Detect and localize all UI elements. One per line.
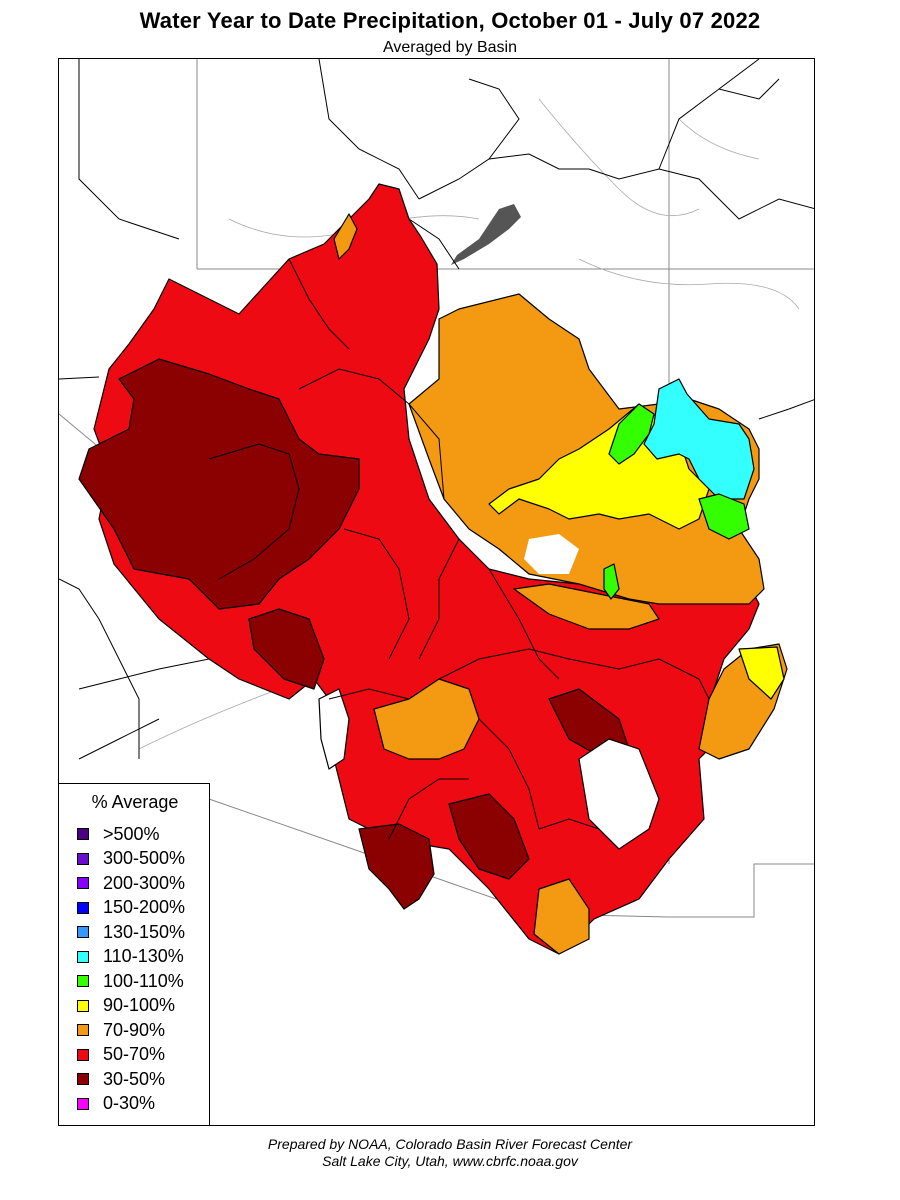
legend-list: >500% 300-500% 200-300% 150-200% 130-150% 110… [77, 822, 185, 1116]
legend-label: 300-500% [103, 848, 186, 869]
legend-swatch [77, 950, 89, 963]
basin-70-90-south-central [373, 678, 480, 760]
legend-swatch [77, 926, 89, 939]
legend-item: 70-90% [77, 1018, 185, 1043]
map-title: Water Year to Date Precipitation, Octobe… [139, 8, 761, 33]
basin-100-110-small [603, 563, 620, 600]
legend-title: % Average [91, 792, 179, 812]
legend-swatch [77, 1048, 89, 1061]
basin-30-50-southwest [248, 608, 325, 690]
legend-item: 0-30% [77, 1092, 185, 1117]
legend-label: 110-130% [103, 946, 184, 967]
basin-90-100-east [738, 646, 785, 700]
river-lines [138, 98, 800, 750]
legend-swatch [77, 1024, 89, 1037]
basin-30-50-south [358, 823, 435, 910]
legend-swatch [77, 877, 89, 890]
basin-70-90-upper-left [333, 213, 358, 260]
legend-item: 130-150% [77, 920, 185, 945]
legend-item: 90-100% [77, 994, 185, 1019]
no-data-central [524, 534, 579, 574]
legend-swatch [77, 975, 89, 988]
legend-item: 50-70% [77, 1043, 185, 1068]
legend-item: >500% [77, 822, 185, 847]
legend-swatch [77, 999, 89, 1012]
no-data-west [318, 688, 350, 770]
legend-item: 30-50% [77, 1067, 185, 1092]
no-data-southeast [578, 738, 660, 850]
legend-swatch [77, 1097, 89, 1110]
legend-item: 110-130% [77, 945, 185, 970]
legend-label: 200-300% [103, 872, 186, 893]
credits-line-2: Salt Lake City, Utah, www.cbrfc.noaa.gov [322, 1153, 578, 1169]
map-subtitle: Averaged by Basin [382, 39, 517, 56]
legend-label: 100-110% [103, 970, 184, 991]
legend-item: 100-110% [77, 969, 185, 994]
basin-70-90-central-strip [513, 583, 660, 630]
legend-item: 200-300% [77, 871, 185, 896]
legend-label: >500% [103, 823, 160, 844]
legend-label: 130-150% [103, 921, 186, 942]
legend-swatch [77, 901, 89, 914]
legend-item: 150-200% [77, 896, 185, 921]
basin-100-110-north [608, 403, 655, 465]
basin-polygons [78, 183, 788, 955]
legend-label: 30-50% [103, 1068, 166, 1089]
legend-swatch [77, 852, 89, 865]
legend: % Average >500% 300-500% 200-300% 150-200% 1… [58, 783, 210, 1126]
legend-label: 50-70% [103, 1044, 166, 1065]
legend-label: 90-100% [103, 995, 176, 1016]
basin-30-50-west [78, 358, 360, 610]
legend-swatch [77, 828, 89, 841]
basin-outlines [59, 59, 814, 850]
credits-line-1: Prepared by NOAA, Colorado Basin River F… [267, 1136, 633, 1152]
legend-item: 300-500% [77, 847, 185, 872]
basin-70-90-south [533, 878, 590, 955]
basin-30-50-south-central [448, 793, 530, 880]
legend-swatch [77, 1073, 89, 1086]
legend-label: 150-200% [103, 897, 186, 918]
legend-label: 70-90% [103, 1019, 166, 1040]
legend-label: 0-30% [103, 1093, 156, 1114]
credits: Prepared by NOAA, Colorado Basin River F… [0, 1136, 900, 1170]
basin-100-110-east [698, 493, 750, 540]
